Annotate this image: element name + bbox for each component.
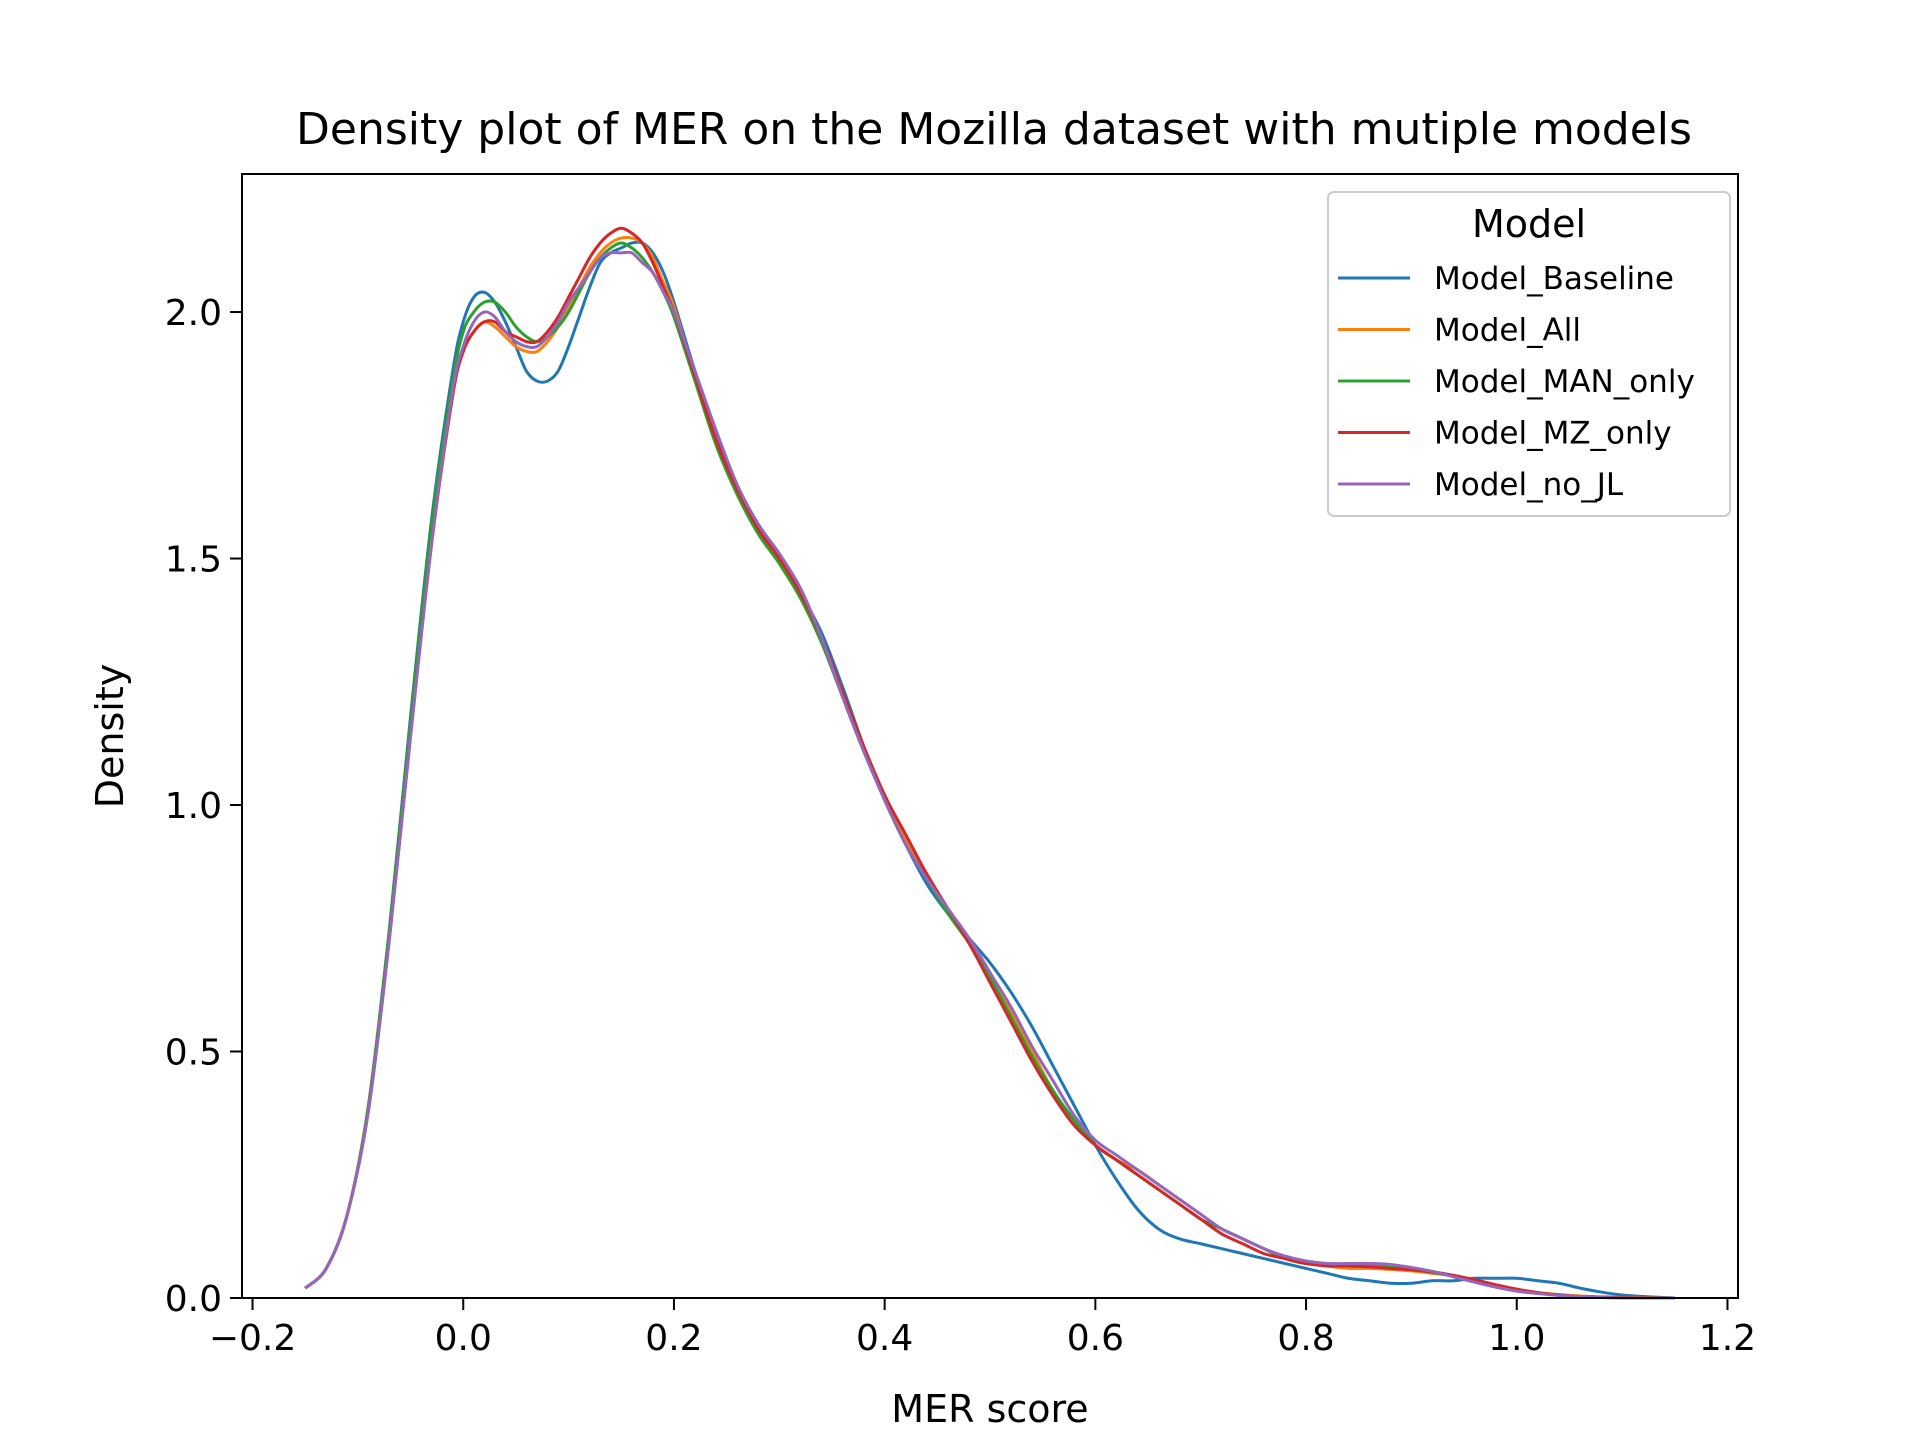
legend-label-model-no-jl: Model_no_JL [1434,467,1624,503]
legend-label-model-baseline: Model_Baseline [1434,261,1674,297]
x-tick-label: 0.0 [435,1318,492,1359]
legend: Model Model_Baseline Model_All Model_MAN_o… [1327,191,1731,517]
x-tick-label: 1.0 [1488,1318,1545,1359]
x-tick-label: −0.2 [209,1318,296,1359]
legend-title: Model [1472,202,1586,246]
y-tick-label: 1.0 [165,786,222,827]
y-tick-label: 0.0 [165,1279,222,1320]
legend-entries: Model_Baseline Model_All Model_MAN_only Mod… [1338,261,1695,503]
y-axis-label: Density [88,664,132,808]
x-tick-label: 0.2 [645,1318,702,1359]
series-line-model-baseline [304,240,1675,1300]
x-tick-label: 0.8 [1277,1318,1334,1359]
y-tick-label: 2.0 [165,293,222,334]
legend-box [1327,191,1731,517]
series-group [304,226,1675,1300]
x-tick-label: 0.6 [1067,1318,1124,1359]
series-line-model-no-jl [304,250,1675,1300]
plot-area [241,173,1739,1300]
legend-label-model-all: Model_All [1434,313,1581,349]
legend-label-model-mz-only: Model_MZ_only [1434,416,1672,452]
axes-frame [241,173,1739,1299]
x-tick-label: 0.4 [856,1318,913,1359]
legend-label-model-man-only: Model_MAN_only [1434,364,1695,400]
y-axis: 0.0 0.5 1.0 1.5 2.0 [165,293,242,1320]
x-axis: −0.2 0.0 0.2 0.4 0.6 0.8 1.0 1.2 [209,1298,1756,1359]
x-tick-label: 1.2 [1699,1318,1756,1359]
chart-title: Density plot of MER on the Mozilla datas… [296,104,1692,155]
y-tick-label: 1.5 [165,540,222,581]
x-axis-label: MER score [891,1387,1088,1431]
y-tick-label: 0.5 [165,1033,222,1074]
